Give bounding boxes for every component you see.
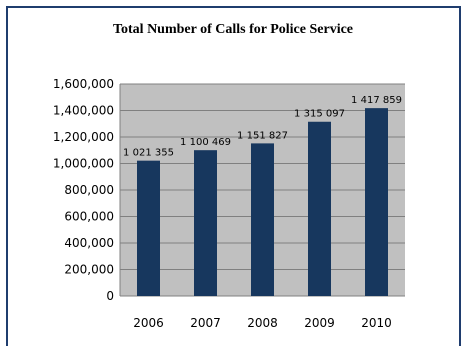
x-tick-label: 2009	[304, 316, 335, 330]
data-label: 1 315 097	[294, 109, 345, 120]
y-tick-label: 1,000,000	[53, 157, 114, 171]
data-label: 1 100 469	[180, 137, 231, 148]
y-tick-label: 200,000	[64, 263, 114, 277]
y-tick-label: 0	[106, 289, 114, 303]
y-tick-label: 400,000	[64, 236, 114, 250]
data-label: 1 151 827	[237, 130, 288, 141]
y-tick-label: 800,000	[64, 183, 114, 197]
bar	[365, 108, 388, 296]
bar	[194, 150, 217, 296]
y-tick-label: 1,600,000	[53, 77, 114, 91]
chart-frame	[6, 6, 461, 346]
bar	[251, 143, 274, 296]
y-tick-label: 1,200,000	[53, 130, 114, 144]
x-tick-label: 2008	[247, 316, 278, 330]
x-tick-label: 2006	[133, 316, 164, 330]
bar	[137, 160, 160, 296]
data-label: 1 417 859	[351, 95, 402, 106]
bar	[308, 121, 331, 296]
y-tick-label: 600,000	[64, 210, 114, 224]
chart-title: Total Number of Calls for Police Service	[112, 22, 354, 37]
x-tick-label: 2010	[361, 316, 392, 330]
x-tick-label: 2007	[190, 316, 221, 330]
data-label: 1 021 355	[123, 148, 174, 159]
y-tick-label: 1,400,000	[53, 104, 114, 118]
